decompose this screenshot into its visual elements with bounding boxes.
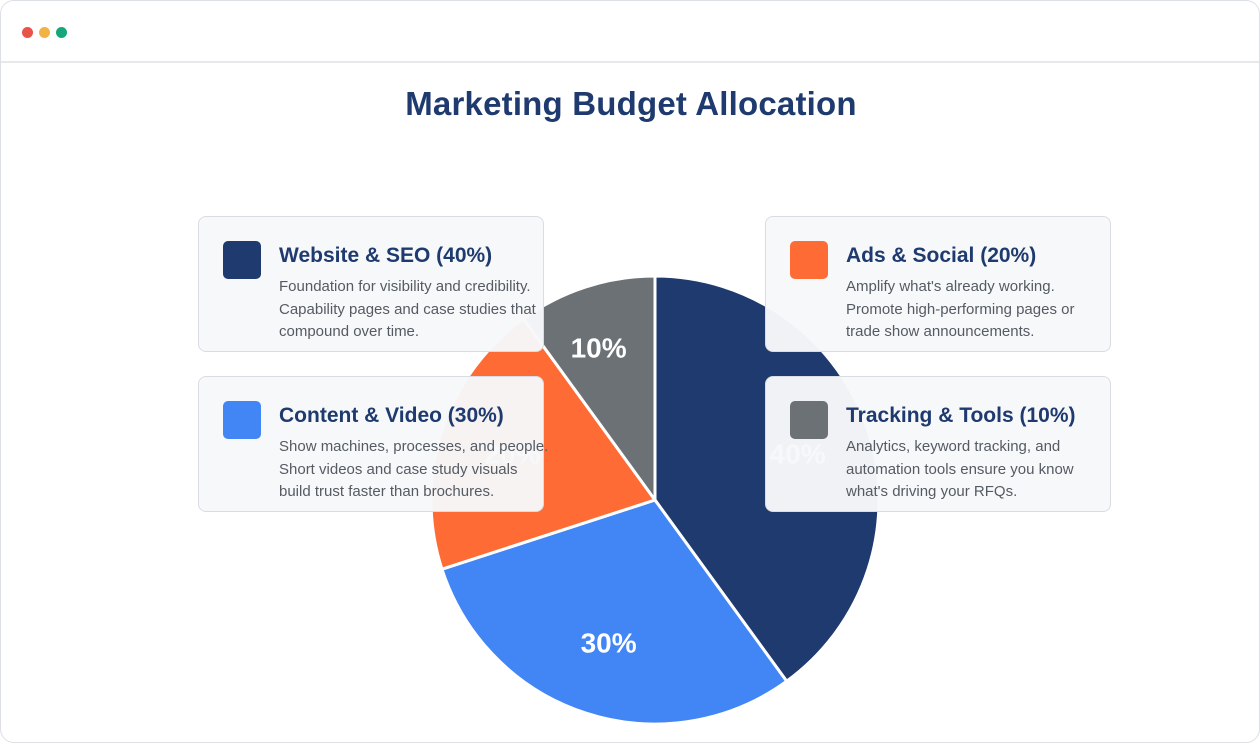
website-seo-line-1: Foundation for visibility and credibilit… bbox=[279, 278, 531, 295]
tracking-tools-description: Analytics, keyword tracking, and automat… bbox=[846, 436, 1131, 504]
tracking-tools-line-2: automation tools ensure you know bbox=[846, 460, 1074, 478]
ads-social-swatch bbox=[790, 241, 828, 279]
ads-social-description: Amplify what's already working. Promote … bbox=[846, 276, 1131, 344]
tracking-tools-swatch bbox=[790, 401, 828, 439]
minimize-dot[interactable] bbox=[39, 27, 50, 38]
website-seo-line-2: Capability pages and case studies that bbox=[279, 300, 536, 318]
pie-label-tracking-tools: 10% bbox=[571, 332, 627, 363]
website-seo-title: Website & SEO (40%) bbox=[279, 244, 493, 267]
legend-card-ads-social: Ads & Social (20%) Amplify what's alread… bbox=[765, 216, 1111, 352]
tracking-tools-line-1: Analytics, keyword tracking, and bbox=[846, 438, 1061, 455]
maximize-dot[interactable] bbox=[56, 27, 67, 38]
close-dot[interactable] bbox=[22, 27, 33, 38]
website-seo-line-3: compound over time. bbox=[279, 323, 420, 340]
ads-social-line-2: Promote high-performing pages or bbox=[846, 300, 1075, 318]
ads-social-line-3: trade show announcements. bbox=[846, 323, 1035, 340]
content-video-line-1: Show machines, processes, and people. bbox=[279, 438, 549, 455]
legend-card-website-seo: Website & SEO (40%) Foundation for visib… bbox=[198, 216, 544, 352]
content-video-line-2: Short videos and case study visuals bbox=[279, 460, 518, 478]
website-seo-swatch bbox=[223, 241, 261, 279]
website-seo-description: Foundation for visibility and credibilit… bbox=[279, 276, 564, 344]
page-title: Marketing Budget Allocation bbox=[405, 85, 857, 122]
legend-card-content-video: Content & Video (30%) Show machines, pro… bbox=[198, 376, 548, 512]
ads-social-line-1: Amplify what's already working. bbox=[846, 278, 1055, 295]
content-video-description: Show machines, processes, and people. Sh… bbox=[279, 436, 564, 504]
content-video-swatch bbox=[223, 401, 261, 439]
content-video-title: Content & Video (30%) bbox=[279, 404, 504, 427]
legend-card-tracking-tools: Tracking & Tools (10%) Analytics, keywor… bbox=[765, 376, 1111, 512]
tracking-tools-title: Tracking & Tools (10%) bbox=[846, 404, 1076, 427]
tracking-tools-line-3: what's driving your RFQs. bbox=[846, 483, 1018, 500]
window-titlebar bbox=[1, 1, 1259, 63]
pie-label-content-video: 30% bbox=[581, 628, 637, 659]
pie-slice-content-video bbox=[440, 498, 789, 726]
content-video-line-3: build trust faster than brochures. bbox=[279, 483, 495, 500]
ads-social-title: Ads & Social (20%) bbox=[846, 244, 1037, 267]
